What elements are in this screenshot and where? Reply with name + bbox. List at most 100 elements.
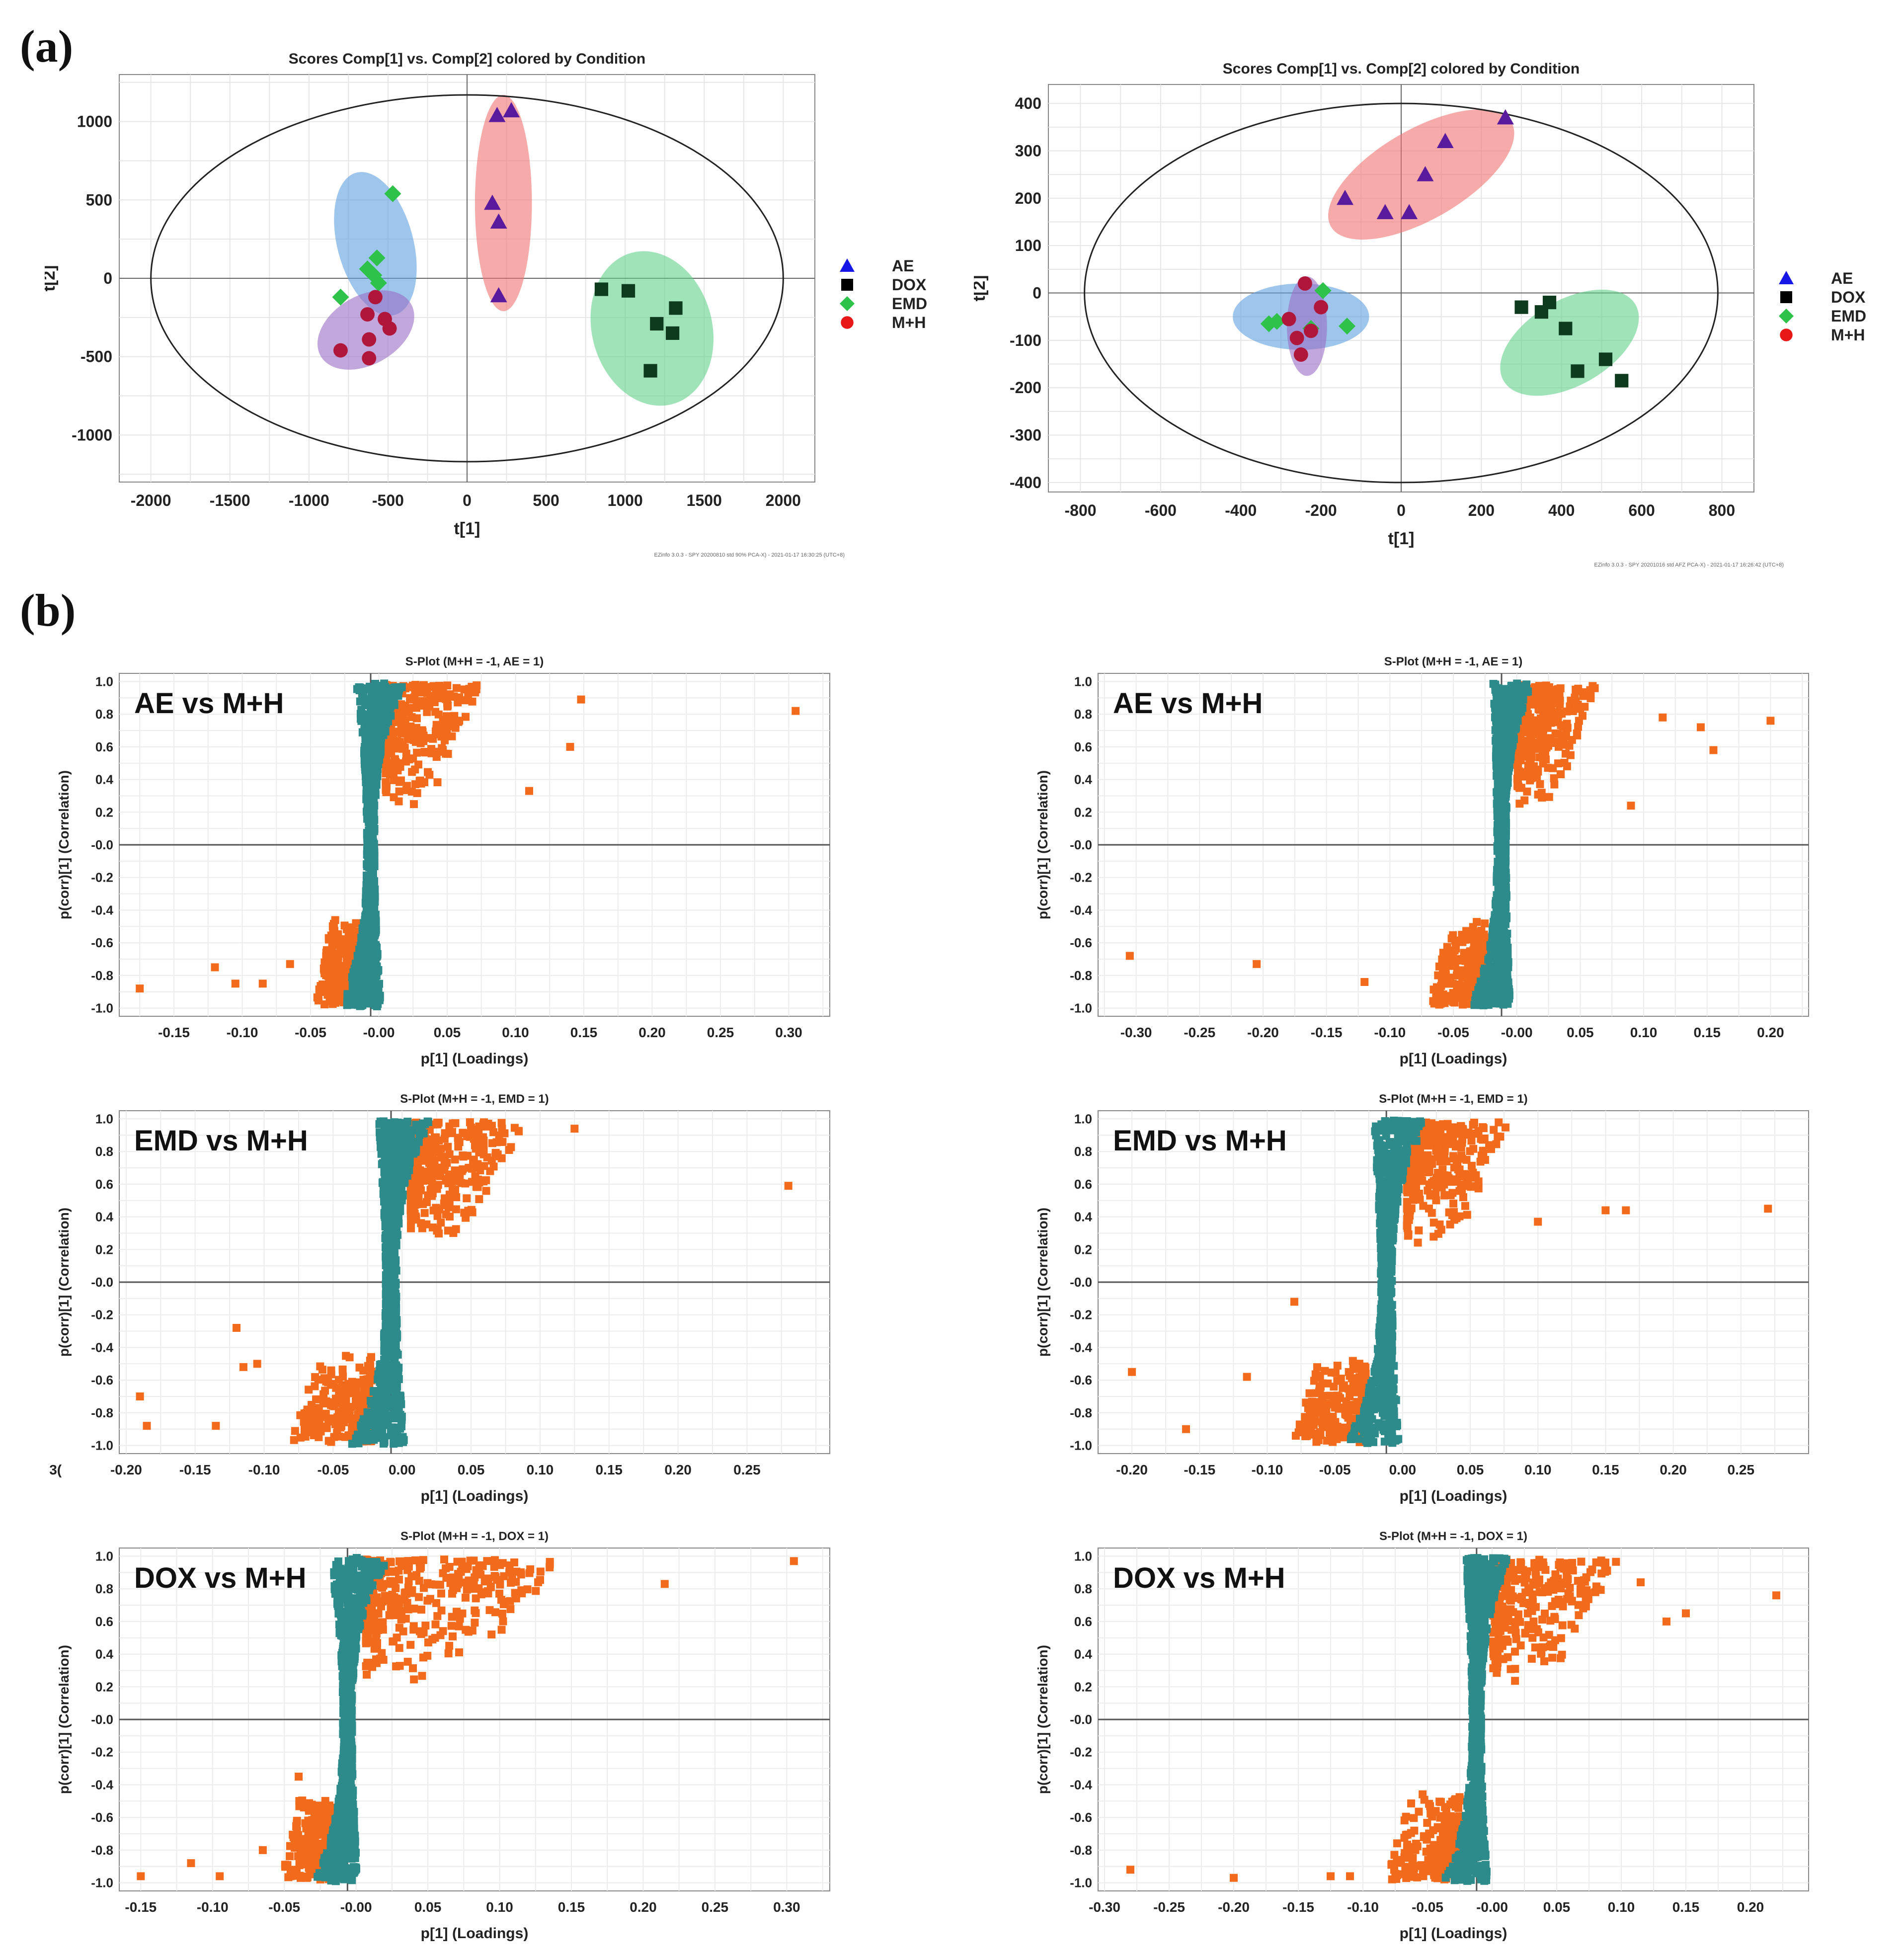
y-tick-label: -0.8 bbox=[1070, 968, 1092, 983]
x-tick-label: 500 bbox=[533, 491, 559, 509]
data-point bbox=[393, 1374, 401, 1382]
data-point bbox=[383, 689, 391, 698]
data-point bbox=[1514, 694, 1523, 703]
data-point bbox=[318, 1366, 326, 1374]
data-point bbox=[1339, 318, 1356, 335]
legend-label: DOX bbox=[1831, 288, 1866, 306]
x-tick-label: -0.00 bbox=[363, 1025, 395, 1040]
y-tick-label: 200 bbox=[1015, 189, 1041, 207]
series-mplush bbox=[333, 290, 397, 366]
x-tick-label: 600 bbox=[1628, 501, 1655, 519]
data-point bbox=[1314, 300, 1329, 315]
data-point bbox=[440, 1135, 449, 1143]
data-point bbox=[389, 1352, 397, 1361]
data-point bbox=[474, 1163, 482, 1172]
data-point bbox=[452, 684, 461, 692]
data-point bbox=[337, 1410, 346, 1418]
data-point bbox=[437, 747, 445, 756]
y-tick-label: 0.8 bbox=[1074, 707, 1092, 722]
x-tick-labels: -0.20 -0.15 -0.10 -0.05 0.00 0.05 0.10 0.15 0.20… bbox=[50, 1462, 761, 1477]
x-tick-label: -0.10 bbox=[1374, 1025, 1406, 1040]
data-point bbox=[1401, 204, 1418, 220]
data-point bbox=[376, 729, 384, 737]
data-point bbox=[1477, 954, 1486, 963]
data-point bbox=[374, 981, 382, 990]
data-point bbox=[391, 1298, 399, 1306]
data-point bbox=[1536, 691, 1544, 700]
data-point bbox=[474, 1183, 482, 1191]
data-point bbox=[1125, 952, 1134, 960]
data-point bbox=[335, 1432, 343, 1441]
data-point bbox=[409, 736, 418, 744]
data-point bbox=[1576, 705, 1585, 713]
data-point bbox=[326, 948, 334, 956]
data-point bbox=[330, 927, 339, 935]
data-point bbox=[211, 963, 219, 972]
data-point bbox=[373, 686, 382, 694]
x-tick-label: 0.20 bbox=[1757, 1025, 1784, 1040]
data-point bbox=[488, 107, 506, 122]
data-point bbox=[327, 935, 335, 943]
data-point bbox=[1497, 109, 1514, 125]
y-tick-label: -400 bbox=[1010, 474, 1041, 491]
data-point bbox=[378, 1426, 387, 1435]
data-point bbox=[396, 1171, 404, 1180]
y-tick-label: 1.0 bbox=[95, 674, 113, 689]
data-point bbox=[290, 1436, 298, 1444]
data-point bbox=[375, 1373, 383, 1381]
data-point bbox=[420, 1156, 428, 1165]
data-point bbox=[1709, 746, 1718, 754]
data-point bbox=[136, 984, 144, 993]
y-tick-label: 0.2 bbox=[95, 805, 113, 819]
data-point bbox=[385, 701, 394, 710]
x-tick-label: -1500 bbox=[210, 491, 250, 509]
legend-marker bbox=[840, 258, 855, 272]
data-point bbox=[1503, 999, 1511, 1008]
data-point bbox=[352, 919, 361, 927]
data-point bbox=[357, 1397, 366, 1406]
data-point bbox=[444, 749, 452, 758]
data-point bbox=[1542, 296, 1557, 310]
y-tick-label: -0.6 bbox=[91, 935, 113, 950]
data-point bbox=[352, 964, 361, 973]
data-point bbox=[1504, 697, 1512, 706]
data-point bbox=[333, 1399, 341, 1407]
data-point bbox=[1537, 730, 1546, 738]
data-point bbox=[1456, 966, 1465, 975]
data-point bbox=[356, 697, 364, 706]
data-point bbox=[669, 301, 683, 315]
x-tick-label: -0.05 bbox=[317, 1462, 349, 1477]
data-point bbox=[390, 776, 398, 784]
data-point bbox=[367, 955, 375, 963]
x-tick-label: -800 bbox=[1065, 501, 1097, 519]
data-point bbox=[301, 1432, 310, 1441]
data-point bbox=[332, 288, 349, 306]
legend-label: DOX bbox=[892, 276, 927, 294]
x-tick-label: 0.10 bbox=[1630, 1025, 1658, 1040]
data-point bbox=[364, 800, 373, 808]
x-tick-label: 0.15 bbox=[1693, 1025, 1721, 1040]
data-point bbox=[451, 1166, 459, 1175]
data-point bbox=[396, 1191, 405, 1200]
data-point bbox=[1473, 918, 1481, 926]
comparison-annotation: AE vs M+H bbox=[134, 687, 284, 720]
data-point bbox=[1528, 718, 1536, 727]
data-point bbox=[406, 722, 415, 731]
x-tick-label: -400 bbox=[1225, 501, 1257, 519]
data-point bbox=[1297, 276, 1312, 291]
data-point bbox=[390, 1430, 398, 1438]
series-core-teal bbox=[343, 679, 406, 1010]
data-point bbox=[312, 1426, 320, 1435]
data-point bbox=[315, 1407, 323, 1415]
data-point bbox=[1513, 774, 1521, 783]
y-tick-label: -1.0 bbox=[1070, 1001, 1092, 1016]
data-point bbox=[444, 1143, 452, 1151]
y-tick-label: 0.6 bbox=[95, 739, 113, 754]
data-point bbox=[423, 1117, 432, 1126]
data-point bbox=[1360, 978, 1369, 986]
x-tick-label: -0.15 bbox=[1311, 1025, 1343, 1040]
data-point bbox=[398, 725, 406, 733]
data-point bbox=[621, 284, 635, 298]
chart-title: S-Plot (M+H = -1, AE = 1) bbox=[1384, 655, 1523, 668]
shade-ae bbox=[475, 95, 532, 312]
